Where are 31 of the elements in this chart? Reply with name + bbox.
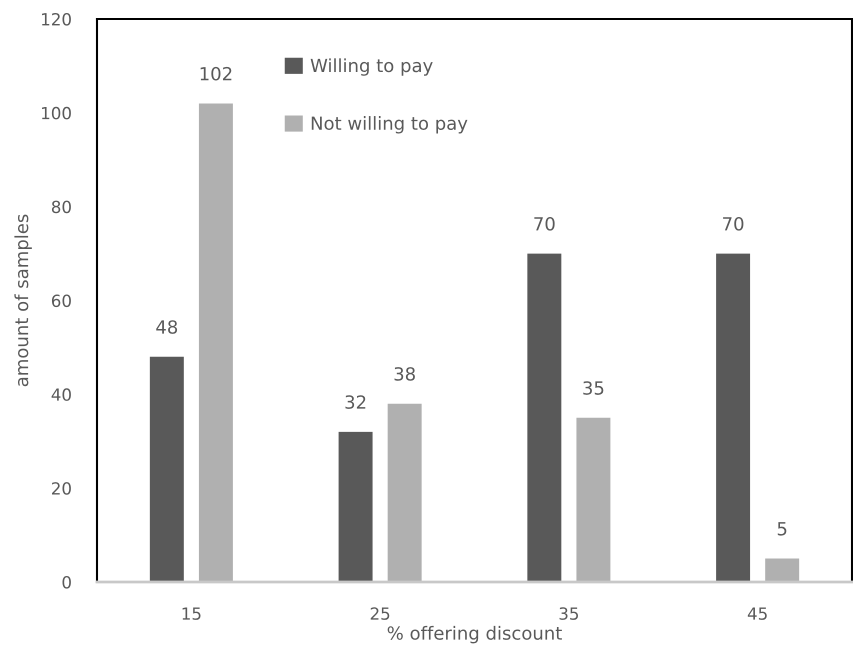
bar xyxy=(576,418,610,582)
bar xyxy=(388,404,422,582)
legend-label: Not willing to pay xyxy=(312,116,468,134)
bar xyxy=(198,103,233,582)
y-tick-label: 20 xyxy=(52,482,71,495)
x-tick-label: 45 xyxy=(748,608,767,620)
x-tick-label: 25 xyxy=(370,607,390,620)
y-axis-title: amount of samples xyxy=(14,214,32,386)
bar xyxy=(765,558,800,582)
data-label: 5 xyxy=(778,522,786,536)
y-tick-label: 40 xyxy=(52,388,71,401)
y-tick-label: 120 xyxy=(42,12,71,26)
x-tick-label: 15 xyxy=(182,608,201,620)
legend-label: Willing to pay xyxy=(310,58,433,76)
data-label: 70 xyxy=(534,216,555,231)
bar xyxy=(527,254,562,582)
data-label: 38 xyxy=(394,367,415,381)
y-tick-label: 80 xyxy=(52,200,71,214)
y-tick-label: 0 xyxy=(62,576,71,589)
bar xyxy=(150,356,184,582)
data-label: 32 xyxy=(345,395,366,409)
data-label: 48 xyxy=(156,320,178,334)
data-label: 35 xyxy=(583,381,604,395)
x-axis-title: % offering discount xyxy=(388,626,562,644)
y-tick-label: 100 xyxy=(42,106,71,120)
data-label: 70 xyxy=(723,216,744,231)
x-tick-label: 35 xyxy=(560,607,578,620)
bar xyxy=(716,254,750,582)
y-tick-label: 60 xyxy=(52,294,71,308)
data-label: 102 xyxy=(200,66,232,81)
bar xyxy=(338,432,373,582)
